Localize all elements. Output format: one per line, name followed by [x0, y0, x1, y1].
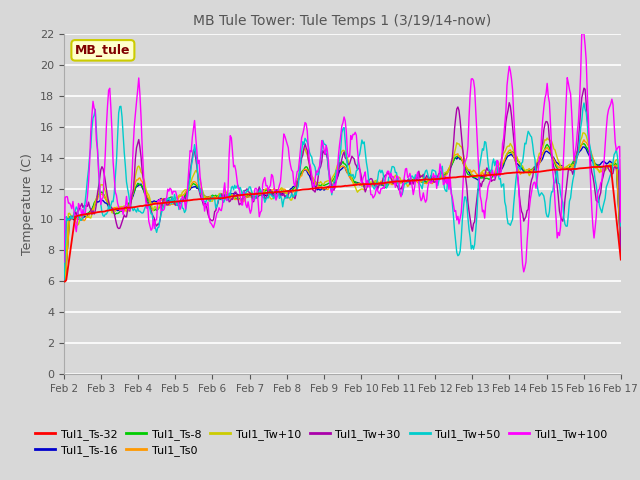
Text: MB_tule: MB_tule — [75, 44, 131, 57]
Legend: Tul1_Ts-32, Tul1_Ts-16, Tul1_Ts-8, Tul1_Ts0, Tul1_Tw+10, Tul1_Tw+30, Tul1_Tw+50,: Tul1_Ts-32, Tul1_Ts-16, Tul1_Ts-8, Tul1_… — [31, 424, 611, 460]
Y-axis label: Temperature (C): Temperature (C) — [22, 153, 35, 255]
Title: MB Tule Tower: Tule Temps 1 (3/19/14-now): MB Tule Tower: Tule Temps 1 (3/19/14-now… — [193, 14, 492, 28]
